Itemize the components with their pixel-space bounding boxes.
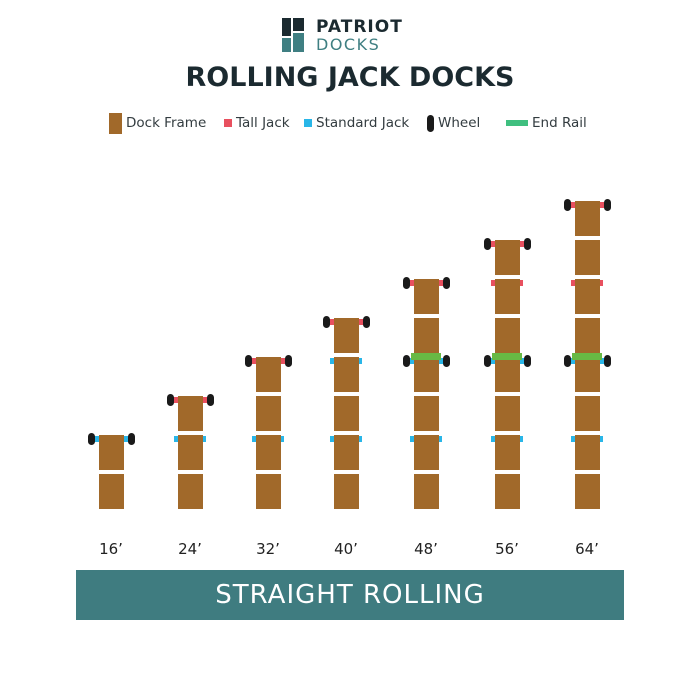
wheel-icon	[127, 433, 135, 445]
length-label-48: 48’	[414, 540, 438, 558]
tall-jack-swatch-icon	[224, 119, 232, 127]
length-label-40: 40’	[334, 540, 358, 558]
legend-item-standard-jack: Standard Jack	[304, 112, 409, 134]
legend-label: Standard Jack	[316, 115, 410, 131]
wheel-icon	[322, 316, 330, 328]
logo-mark-icon	[282, 18, 304, 52]
dock-frame-section	[333, 474, 359, 509]
wheel-icon	[523, 355, 531, 367]
dock-frame-section	[574, 240, 600, 275]
end-rail	[411, 353, 441, 360]
legend-label: Wheel	[438, 115, 481, 131]
dock-frame-section	[494, 318, 520, 353]
legend-item-tall-jack: Tall Jack	[224, 112, 290, 134]
dock-frame-overlay	[413, 435, 439, 445]
wheel-icon	[244, 355, 252, 367]
wheel-icon	[402, 277, 410, 289]
legend: Dock Frame Tall Jack Standard Jack Wheel…	[0, 112, 700, 134]
straight-rolling-banner: STRAIGHT ROLLING	[76, 570, 624, 620]
wheel-icon	[483, 238, 491, 250]
dock-frame-section	[255, 396, 281, 431]
dock-frame-overlay	[333, 318, 359, 328]
wheel-icon	[603, 199, 611, 211]
dock-frame-overlay	[494, 240, 520, 250]
dock-frame-section	[574, 396, 600, 431]
legend-label: End Rail	[532, 115, 587, 131]
dock-frame-overlay	[494, 279, 520, 289]
wheel-icon	[362, 316, 370, 328]
dock-frame-overlay	[255, 357, 281, 367]
wheel-icon	[206, 394, 214, 406]
dock-frame-overlay	[413, 357, 439, 367]
patriot-docks-logo: PATRIOT DOCKS	[282, 17, 422, 54]
dock-frame-overlay	[413, 279, 439, 289]
wheel-swatch-icon	[427, 114, 434, 132]
dock-frame-section	[255, 474, 281, 509]
dock-frame-section	[494, 396, 520, 431]
standard-jack-swatch-icon	[304, 119, 312, 127]
dock-frame-overlay	[574, 201, 600, 211]
dock-frame-section	[574, 318, 600, 353]
length-label-64: 64’	[575, 540, 599, 558]
wheel-icon	[442, 355, 450, 367]
logo-text-patriot: PATRIOT	[316, 17, 403, 37]
legend-item-dock-frame: Dock Frame	[109, 112, 206, 134]
length-label-32: 32’	[256, 540, 280, 558]
wheel-icon	[523, 238, 531, 250]
dock-frame-section	[574, 474, 600, 509]
dock-frame-overlay	[494, 435, 520, 445]
length-label-56: 56’	[495, 540, 519, 558]
legend-item-end-rail: End Rail	[506, 112, 587, 134]
dock-frame-overlay	[333, 357, 359, 367]
wheel-icon	[87, 433, 95, 445]
wheel-icon	[563, 199, 571, 211]
dock-frame-section	[413, 318, 439, 353]
dock-frame-section	[494, 474, 520, 509]
page-title: ROLLING JACK DOCKS	[185, 62, 515, 93]
dock-frame-overlay	[255, 435, 281, 445]
wheel-icon	[603, 355, 611, 367]
dock-frame-section	[413, 396, 439, 431]
dock-frame-section	[333, 396, 359, 431]
dock-frame-swatch-icon	[109, 112, 122, 134]
wheel-icon	[402, 355, 410, 367]
dock-frame-section	[98, 474, 124, 509]
legend-label: Dock Frame	[126, 115, 207, 131]
wheel-icon	[166, 394, 174, 406]
length-label-16: 16’	[99, 540, 123, 558]
wheel-icon	[483, 355, 491, 367]
dock-frame-overlay	[177, 396, 203, 406]
wheel-icon	[284, 355, 292, 367]
wheel-icon	[442, 277, 450, 289]
legend-item-wheel: Wheel	[427, 112, 480, 134]
dock-frame-overlay	[98, 435, 124, 445]
dock-frame-overlay	[574, 279, 600, 289]
dock-frame-overlay	[574, 435, 600, 445]
dock-frame-section	[413, 474, 439, 509]
dock-frame-overlay	[333, 435, 359, 445]
dock-frame-section	[177, 474, 203, 509]
dock-frame-overlay	[177, 435, 203, 445]
legend-label: Tall Jack	[236, 115, 290, 131]
logo-text-docks: DOCKS	[316, 35, 381, 54]
end-rail	[492, 353, 522, 360]
end-rail-swatch-icon	[506, 120, 528, 126]
wheel-icon	[563, 355, 571, 367]
length-label-24: 24’	[178, 540, 202, 558]
dock-frame-overlay	[574, 357, 600, 367]
end-rail	[572, 353, 602, 360]
dock-frame-overlay	[494, 357, 520, 367]
